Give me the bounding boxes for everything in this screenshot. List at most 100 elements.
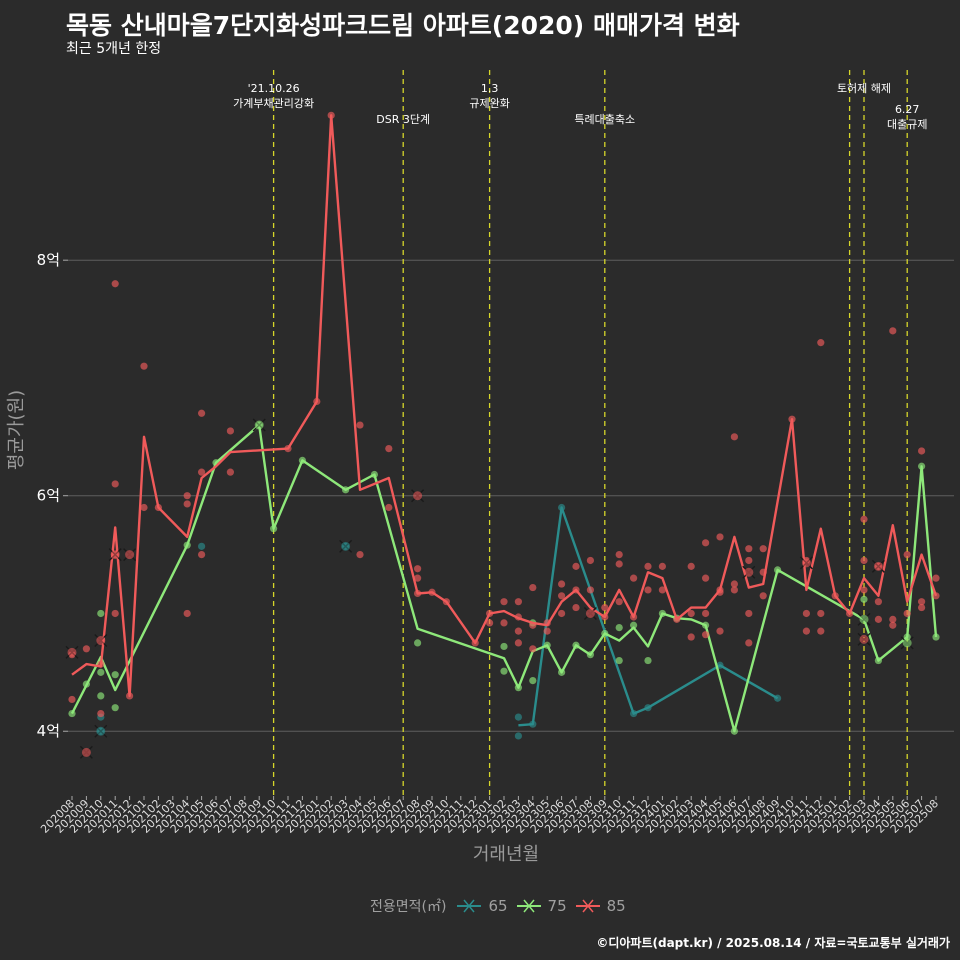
legend-swatch-75 [516,899,541,913]
data-point-85 [615,550,623,559]
cross-marker-85 [871,559,885,573]
cross-fill [254,420,264,430]
data-point-85 [860,515,868,523]
event-label: 6.27 [895,103,920,116]
series-layer [65,111,940,759]
cross-fill [744,567,754,577]
data-point-85 [860,556,868,565]
data-point-85 [111,480,119,488]
cross-fill [902,638,912,648]
data-point-85 [918,447,926,455]
cross-marker-85 [65,645,79,659]
data-point-85 [687,609,695,618]
data-point-85 [572,603,580,612]
data-point-85 [630,574,638,582]
data-point-85 [183,492,191,500]
data-point-85 [817,627,825,635]
cross-fill [413,491,423,501]
cross-marker-85 [94,634,108,648]
data-point-85 [586,556,595,565]
data-point-85 [658,562,667,570]
event-label: 규제완화 [469,97,509,110]
cross-marker-85 [411,489,425,503]
legend-swatch-65 [457,899,482,913]
data-point-85 [111,609,119,618]
data-point-85 [558,580,566,588]
data-point-85 [226,427,234,435]
cross-fill [859,614,869,624]
data-point-85 [889,327,897,335]
data-point-85 [514,598,523,606]
cross-marker-65 [94,724,108,738]
data-point-85 [745,639,753,647]
data-point-85 [903,550,911,559]
cross-fill [801,558,811,568]
y-tick-label: 8억 [37,251,60,269]
data-point-85 [356,550,364,559]
data-point-85 [385,503,393,512]
data-point-75 [615,656,623,665]
data-point-85 [702,574,710,582]
data-point-75 [644,656,652,665]
cross-fill [859,634,869,644]
data-point-75 [500,642,508,651]
data-point-85 [615,560,623,568]
y-axis-title: 평균가(원) [6,390,27,470]
series-line-85 [71,114,938,698]
data-point-85 [716,533,724,541]
data-point-85 [702,609,710,618]
data-point-85 [486,619,494,627]
data-point-85 [615,598,623,606]
cross-marker-85 [799,556,813,570]
event-label: '21.10.26 [248,82,300,95]
data-point-85 [601,603,609,612]
data-point-85 [140,503,148,512]
data-point-85 [97,709,105,718]
cross-marker-65 [339,539,353,553]
cross-marker-75 [252,418,266,432]
series-line-75 [70,423,938,733]
cross-marker-75 [857,612,871,626]
data-point-85 [889,621,897,629]
event-label: 토허제 해제 [837,81,891,95]
data-point-85 [817,609,825,618]
legend-swatch-85 [575,899,600,913]
data-point-85 [414,574,422,582]
legend-label-85: 85 [606,897,626,915]
data-point-85 [140,362,148,370]
data-point-85 [730,433,739,441]
data-point-85 [529,645,537,653]
data-point-75 [615,624,623,632]
data-point-85 [817,339,825,347]
data-point-65 [514,732,523,740]
data-point-85 [802,627,811,635]
data-point-85 [82,645,90,653]
cross-fill [67,647,77,657]
chart-subtitle: 최근 5개년 한정 [66,41,162,57]
data-point-75 [111,671,119,679]
data-point-65 [198,542,206,550]
data-point-75 [529,676,537,685]
data-point-85 [198,550,206,559]
cross-marker-85 [79,745,93,759]
data-point-85 [730,580,739,588]
event-label: 대출규제 [887,118,927,131]
data-point-85 [111,280,119,288]
data-point-75 [97,692,105,700]
y-tick-label: 6억 [37,487,60,505]
series-65 [94,503,782,740]
data-point-85 [558,592,566,600]
data-point-85 [226,468,234,476]
data-point-85 [702,539,710,547]
data-point-85 [68,695,76,704]
cross-marker-85 [742,565,756,579]
cross-fill [110,550,120,560]
event-label: DSR 3단계 [376,113,430,126]
cross-marker-85 [123,548,137,562]
legend-title: 전용면적(㎡) [370,899,447,915]
data-point-85 [529,583,537,592]
data-point-85 [514,627,523,635]
data-point-85 [889,615,897,623]
